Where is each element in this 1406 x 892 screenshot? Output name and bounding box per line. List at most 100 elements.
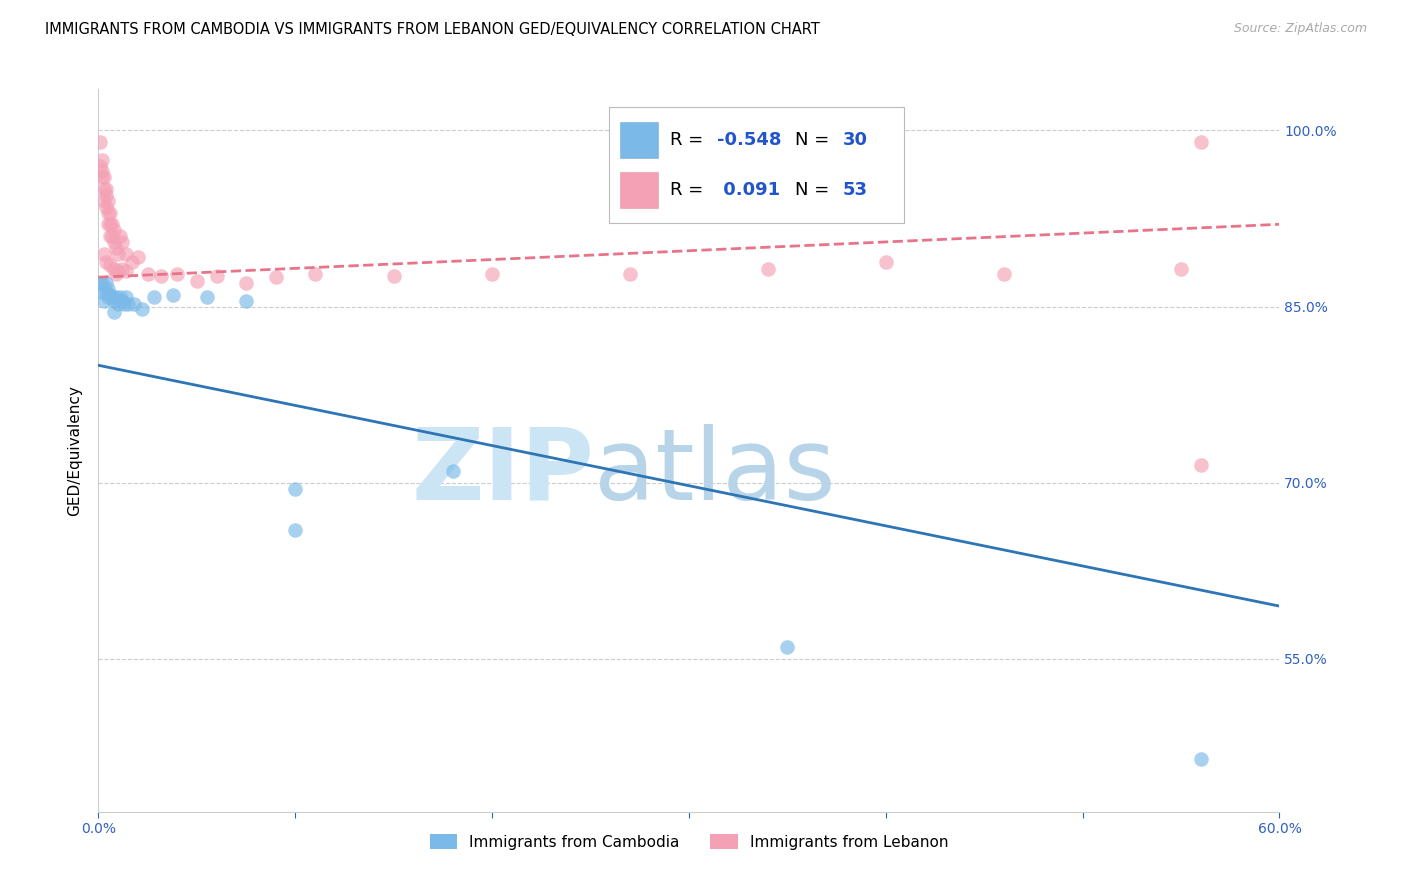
- Point: [127, 250, 149, 264]
- Point: [1189, 458, 1212, 472]
- Point: [776, 640, 799, 655]
- Point: [96, 200, 118, 214]
- Point: [235, 293, 257, 308]
- Point: [96, 276, 118, 290]
- Text: atlas: atlas: [595, 424, 837, 521]
- Text: 53: 53: [842, 181, 868, 199]
- Point: [756, 262, 779, 277]
- Point: [107, 264, 129, 278]
- Y-axis label: GED/Equivalency: GED/Equivalency: [67, 385, 83, 516]
- Point: [284, 482, 307, 496]
- Point: [89, 135, 111, 149]
- Point: [103, 235, 125, 249]
- Text: ZIP: ZIP: [412, 424, 595, 521]
- Point: [91, 164, 114, 178]
- Point: [993, 267, 1015, 281]
- Point: [115, 264, 138, 278]
- Point: [105, 290, 128, 304]
- Point: [195, 290, 218, 304]
- Point: [235, 276, 257, 290]
- Point: [89, 159, 111, 173]
- Point: [103, 305, 125, 319]
- Point: [115, 246, 138, 260]
- Point: [98, 229, 121, 244]
- Point: [103, 293, 125, 308]
- Point: [93, 246, 115, 260]
- Point: [136, 267, 159, 281]
- Text: N =: N =: [796, 131, 835, 149]
- Point: [91, 285, 114, 300]
- Point: [441, 464, 464, 478]
- Point: [96, 255, 118, 269]
- Point: [108, 290, 131, 304]
- Point: [481, 267, 503, 281]
- Text: R =: R =: [671, 181, 709, 199]
- Legend: Immigrants from Cambodia, Immigrants from Lebanon: Immigrants from Cambodia, Immigrants fro…: [423, 829, 955, 856]
- Point: [98, 205, 121, 219]
- Point: [111, 293, 134, 308]
- Point: [105, 241, 128, 255]
- Point: [91, 170, 114, 185]
- Point: [382, 268, 405, 283]
- Point: [97, 282, 120, 296]
- Point: [96, 285, 118, 300]
- Point: [101, 229, 124, 244]
- Point: [98, 217, 121, 231]
- Point: [115, 290, 138, 304]
- Point: [101, 290, 124, 304]
- Point: [619, 267, 641, 281]
- Point: [142, 290, 165, 304]
- Point: [105, 267, 128, 281]
- Point: [98, 287, 121, 301]
- Point: [93, 293, 115, 308]
- Point: [108, 229, 131, 244]
- FancyBboxPatch shape: [609, 107, 904, 223]
- Point: [131, 301, 153, 316]
- Point: [121, 255, 143, 269]
- Bar: [620, 172, 658, 209]
- Point: [150, 268, 173, 283]
- Point: [93, 182, 115, 196]
- Point: [166, 267, 188, 281]
- Point: [103, 262, 125, 277]
- Point: [101, 217, 124, 231]
- Point: [97, 290, 120, 304]
- Text: R =: R =: [671, 131, 709, 149]
- Point: [162, 287, 184, 301]
- Point: [96, 188, 118, 202]
- Point: [112, 297, 135, 311]
- Point: [89, 276, 111, 290]
- Point: [284, 523, 307, 537]
- Point: [1170, 262, 1192, 277]
- Point: [91, 153, 114, 167]
- Text: 0.091: 0.091: [717, 181, 780, 199]
- Point: [117, 297, 139, 311]
- Point: [111, 262, 134, 277]
- Point: [97, 205, 120, 219]
- Text: N =: N =: [796, 181, 835, 199]
- Point: [304, 267, 326, 281]
- Point: [875, 255, 897, 269]
- Point: [107, 246, 129, 260]
- Point: [96, 182, 118, 196]
- Bar: [620, 121, 658, 158]
- Point: [93, 194, 115, 208]
- Text: -0.548: -0.548: [717, 131, 782, 149]
- Point: [264, 270, 287, 285]
- Text: Source: ZipAtlas.com: Source: ZipAtlas.com: [1233, 22, 1367, 36]
- Point: [97, 194, 120, 208]
- Point: [122, 297, 145, 311]
- Point: [98, 259, 121, 273]
- Point: [91, 276, 114, 290]
- Point: [103, 223, 125, 237]
- Point: [111, 235, 134, 249]
- Point: [107, 297, 129, 311]
- Text: 30: 30: [842, 131, 868, 149]
- Point: [186, 274, 208, 288]
- Point: [97, 217, 120, 231]
- Text: IMMIGRANTS FROM CAMBODIA VS IMMIGRANTS FROM LEBANON GED/EQUIVALENCY CORRELATION : IMMIGRANTS FROM CAMBODIA VS IMMIGRANTS F…: [45, 22, 820, 37]
- Point: [1189, 135, 1212, 149]
- Point: [205, 268, 228, 283]
- Point: [1189, 752, 1212, 766]
- Point: [93, 170, 115, 185]
